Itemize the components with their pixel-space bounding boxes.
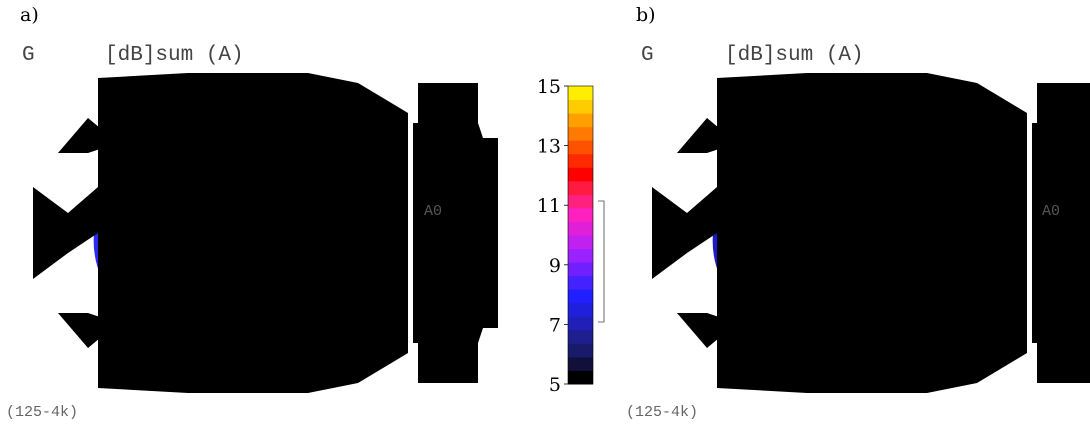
colorbar-swatch	[568, 113, 593, 128]
colorbar-swatch	[568, 140, 593, 155]
panel-a-node-label: G	[22, 44, 35, 67]
colorbar-swatch	[568, 329, 593, 344]
colorbar-swatch	[568, 167, 593, 182]
colorbar-swatch	[568, 153, 593, 168]
colorbar-tick-label: 13	[537, 136, 561, 158]
colorbar-swatch	[568, 289, 593, 304]
colorbar-swatch	[568, 194, 593, 209]
colorbar-frame	[567, 85, 594, 385]
colorbar-swatch	[568, 262, 593, 277]
colorbar-tick-label: 9	[549, 255, 561, 277]
panel-b-model	[652, 73, 1090, 393]
panel-b-label: b)	[636, 4, 656, 26]
panel-a-band-label: (125-4k)	[6, 404, 79, 421]
panel-a-quantity-title: [dB]sum (A)	[105, 44, 244, 67]
panel-b-quantity-title: [dB]sum (A)	[725, 44, 864, 67]
colorbar-swatch	[568, 248, 593, 263]
colorbar-swatch	[568, 235, 593, 250]
colorbar-tick-label: 11	[537, 195, 561, 217]
colorbar-swatch	[568, 370, 593, 385]
colorbar-swatch	[568, 302, 593, 317]
colorbar-swatch	[568, 275, 593, 290]
colorbar-tick-label: 15	[537, 76, 561, 98]
panel-b-node-label: G	[641, 44, 654, 67]
colorbar-swatch	[568, 221, 593, 236]
panel-b-band-label: (125-4k)	[626, 404, 699, 421]
colorbar-swatch	[568, 99, 593, 114]
colorbar: 15 13 11 9 7 5	[537, 76, 594, 396]
panel-b-wireframe	[652, 73, 1090, 393]
panel-a-wireframe	[33, 73, 498, 393]
colorbar-swatch	[568, 86, 593, 101]
colorbar-swatch	[568, 343, 593, 358]
colorbar-swatch	[568, 356, 593, 371]
colorbar-tick-label: 7	[549, 314, 561, 336]
colorbar-swatch	[568, 316, 593, 331]
panel-b-annotation: A0	[1042, 203, 1060, 220]
panel-a-annotation: A0	[424, 203, 442, 220]
panel-a-model	[33, 73, 498, 393]
colorbar-tick-label: 5	[549, 374, 561, 396]
colorbar-swatch	[568, 126, 593, 141]
colorbar-swatch	[568, 180, 593, 195]
colorbar-bracket	[598, 200, 605, 323]
panel-a-label: a)	[20, 4, 39, 26]
colorbar-swatch	[568, 207, 593, 222]
